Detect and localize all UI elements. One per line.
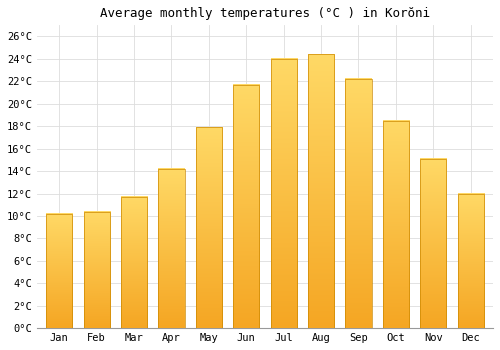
Title: Average monthly temperatures (°C ) in Korŏni: Average monthly temperatures (°C ) in Ko… [100,7,430,20]
Bar [420,159,446,328]
Bar [196,127,222,328]
Bar [84,211,110,328]
Bar [46,214,72,328]
Bar [346,79,372,328]
Bar [270,59,296,328]
Bar [382,121,409,328]
Bar [121,197,147,328]
Bar [233,85,260,328]
Bar [458,194,483,328]
Bar [158,169,184,328]
Bar [308,55,334,328]
